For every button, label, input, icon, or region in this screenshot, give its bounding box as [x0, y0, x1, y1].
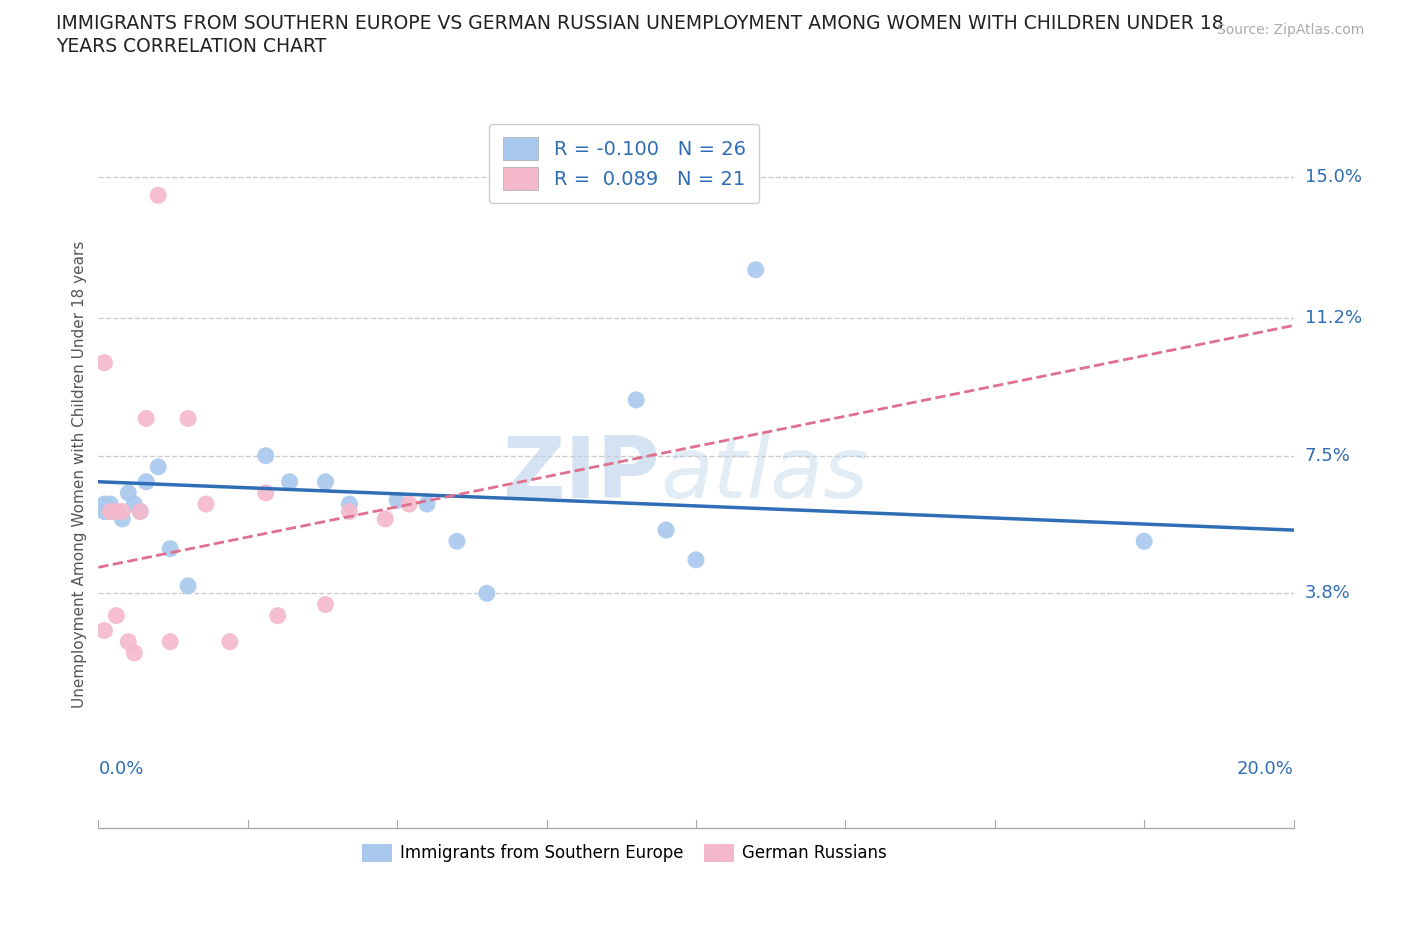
Point [105, 608, 128, 623]
Point [111, 504, 134, 519]
Point [219, 634, 242, 649]
Point [374, 512, 396, 526]
Point [254, 448, 277, 463]
Point [93, 497, 115, 512]
Point [655, 523, 678, 538]
Point [129, 504, 152, 519]
Point [148, 459, 170, 474]
Point [745, 262, 768, 277]
Legend: Immigrants from Southern Europe, German Russians: Immigrants from Southern Europe, German … [356, 837, 893, 869]
Point [315, 474, 337, 489]
Text: ZIP: ZIP [502, 432, 661, 516]
Point [105, 504, 128, 519]
Point [98, 504, 122, 519]
Text: Source: ZipAtlas.com: Source: ZipAtlas.com [1216, 23, 1364, 37]
Point [159, 634, 181, 649]
Point [135, 411, 157, 426]
Point [685, 552, 707, 567]
Point [117, 485, 139, 500]
Text: IMMIGRANTS FROM SOUTHERN EUROPE VS GERMAN RUSSIAN UNEMPLOYMENT AMONG WOMEN WITH : IMMIGRANTS FROM SOUTHERN EUROPE VS GERMA… [56, 14, 1223, 33]
Point [177, 411, 200, 426]
Point [398, 497, 420, 512]
Point [416, 497, 439, 512]
Point [254, 485, 277, 500]
Point [105, 504, 128, 519]
Point [93, 355, 115, 370]
Point [339, 497, 361, 512]
Text: 3.8%: 3.8% [1305, 584, 1350, 603]
Point [124, 645, 146, 660]
Point [93, 504, 115, 519]
Text: YEARS CORRELATION CHART: YEARS CORRELATION CHART [56, 37, 326, 56]
Point [124, 497, 146, 512]
Point [339, 504, 361, 519]
Point [195, 497, 218, 512]
Point [1133, 534, 1156, 549]
Point [385, 493, 409, 508]
Point [111, 512, 134, 526]
Point [267, 608, 290, 623]
Point [159, 541, 181, 556]
Text: 7.5%: 7.5% [1305, 446, 1351, 465]
Point [177, 578, 200, 593]
Text: atlas: atlas [661, 432, 868, 516]
Point [129, 504, 152, 519]
Point [135, 474, 157, 489]
Text: 0.0%: 0.0% [98, 760, 143, 777]
Text: 20.0%: 20.0% [1237, 760, 1294, 777]
Text: 11.2%: 11.2% [1305, 309, 1362, 327]
Point [117, 634, 139, 649]
Point [315, 597, 337, 612]
Y-axis label: Unemployment Among Women with Children Under 18 years: Unemployment Among Women with Children U… [72, 241, 87, 708]
Point [93, 623, 115, 638]
Point [98, 504, 122, 519]
Point [98, 497, 122, 512]
Point [446, 534, 468, 549]
Text: 15.0%: 15.0% [1305, 167, 1361, 186]
Point [148, 188, 170, 203]
Point [278, 474, 301, 489]
Point [475, 586, 498, 601]
Point [626, 392, 648, 407]
